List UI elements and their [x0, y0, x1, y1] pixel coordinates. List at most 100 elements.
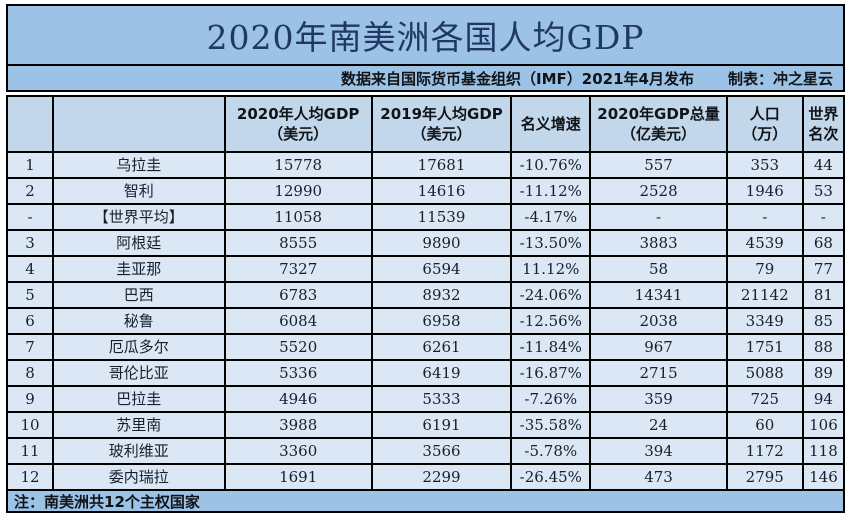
cell-world_rank: 146 — [801, 463, 846, 491]
cell-gdp_per_capita_2020: 5520 — [223, 333, 373, 361]
cell-world_rank: 118 — [801, 437, 846, 465]
cell-rank: 9 — [5, 385, 55, 413]
cell-rank: 4 — [5, 255, 55, 283]
gdp-table-wrap: 2020年人均GDP （美元） 2019年人均GDP （美元） 名义增速 2020年G… — [5, 95, 846, 491]
cell-gdp_per_capita_2019: 8932 — [370, 281, 513, 309]
cell-gdp_total_2020: 473 — [589, 463, 728, 491]
cell-nominal_growth: -11.84% — [510, 333, 592, 361]
table-row: 9 巴拉圭 4946 5333 -7.26% 359 725 94 — [5, 385, 846, 413]
cell-nominal_growth: -11.12% — [510, 177, 592, 205]
cell-nominal_growth: -4.17% — [510, 203, 592, 231]
table-row: 7 厄瓜多尔 5520 6261 -11.84% 967 1751 88 — [5, 333, 846, 361]
cell-population_10k: 2795 — [725, 463, 804, 491]
cell-gdp_total_2020: 14341 — [589, 281, 728, 309]
credit-text: 制表：冲之星云 — [727, 69, 833, 88]
cell-country: 苏里南 — [52, 411, 226, 439]
cell-gdp_per_capita_2020: 15778 — [223, 151, 373, 179]
cell-gdp_per_capita_2019: 14616 — [370, 177, 513, 205]
cell-gdp_per_capita_2019: 6958 — [370, 307, 513, 335]
cell-gdp_per_capita_2019: 2299 — [370, 463, 513, 491]
col-header-nominal_growth: 名义增速 — [510, 95, 592, 153]
cell-nominal_growth: -16.87% — [510, 359, 592, 387]
cell-gdp_total_2020: 58 — [589, 255, 728, 283]
cell-gdp_total_2020: 2038 — [589, 307, 728, 335]
cell-gdp_per_capita_2020: 3360 — [223, 437, 373, 465]
cell-gdp_total_2020: 2715 — [589, 359, 728, 387]
footer-note-text: 注：南美洲共12个主权国家 — [14, 492, 200, 511]
cell-country: 巴西 — [52, 281, 226, 309]
cell-country: 哥伦比亚 — [52, 359, 226, 387]
cell-population_10k: 60 — [725, 411, 804, 439]
footer-note-banner: 注：南美洲共12个主权国家 — [6, 489, 845, 513]
cell-world_rank: 89 — [801, 359, 846, 387]
cell-world_rank: 106 — [801, 411, 846, 439]
table-header-row: 2020年人均GDP （美元） 2019年人均GDP （美元） 名义增速 2020年G… — [5, 95, 846, 153]
cell-population_10k: 1946 — [725, 177, 804, 205]
col-header-rank — [5, 95, 55, 153]
cell-gdp_per_capita_2019: 6261 — [370, 333, 513, 361]
cell-nominal_growth: 11.12% — [510, 255, 592, 283]
col-header-gdp_per_capita_2020: 2020年人均GDP （美元） — [223, 95, 373, 153]
gdp-table: 2020年人均GDP （美元） 2019年人均GDP （美元） 名义增速 2020年G… — [5, 95, 846, 491]
cell-gdp_total_2020: 557 — [589, 151, 728, 179]
col-header-gdp_per_capita_2019: 2019年人均GDP （美元） — [370, 95, 513, 153]
cell-nominal_growth: -13.50% — [510, 229, 592, 257]
cell-gdp_total_2020: 24 — [589, 411, 728, 439]
cell-gdp_per_capita_2019: 9890 — [370, 229, 513, 257]
cell-gdp_per_capita_2020: 6783 — [223, 281, 373, 309]
cell-population_10k: 21142 — [725, 281, 804, 309]
cell-world_rank: 85 — [801, 307, 846, 335]
cell-rank: 2 — [5, 177, 55, 205]
cell-gdp_per_capita_2019: 6419 — [370, 359, 513, 387]
cell-gdp_total_2020: 3883 — [589, 229, 728, 257]
subtitle-banner: 数据来自国际货币基金组织（IMF）2021年4月发布 制表：冲之星云 — [6, 64, 845, 92]
col-header-world_rank: 世界 名次 — [801, 95, 846, 153]
cell-gdp_per_capita_2019: 6191 — [370, 411, 513, 439]
cell-gdp_per_capita_2020: 8555 — [223, 229, 373, 257]
title-banner: 2020年南美洲各国人均GDP — [6, 4, 845, 66]
cell-rank: 10 — [5, 411, 55, 439]
cell-gdp_total_2020: 394 — [589, 437, 728, 465]
cell-gdp_per_capita_2020: 1691 — [223, 463, 373, 491]
cell-gdp_per_capita_2019: 5333 — [370, 385, 513, 413]
cell-rank: 11 — [5, 437, 55, 465]
cell-gdp_per_capita_2020: 6084 — [223, 307, 373, 335]
cell-country: 秘鲁 — [52, 307, 226, 335]
cell-rank: 12 — [5, 463, 55, 491]
cell-rank: 5 — [5, 281, 55, 309]
cell-population_10k: 1172 — [725, 437, 804, 465]
cell-gdp_per_capita_2020: 4946 — [223, 385, 373, 413]
cell-nominal_growth: -26.45% — [510, 463, 592, 491]
cell-gdp_total_2020: 2528 — [589, 177, 728, 205]
cell-country: 圭亚那 — [52, 255, 226, 283]
cell-gdp_per_capita_2020: 11058 — [223, 203, 373, 231]
cell-world_rank: 94 — [801, 385, 846, 413]
cell-world_rank: 68 — [801, 229, 846, 257]
cell-country: 巴拉圭 — [52, 385, 226, 413]
cell-rank: 1 — [5, 151, 55, 179]
cell-country: 乌拉圭 — [52, 151, 226, 179]
cell-country: 委内瑞拉 — [52, 463, 226, 491]
cell-population_10k: 3349 — [725, 307, 804, 335]
table-row: 6 秘鲁 6084 6958 -12.56% 2038 3349 85 — [5, 307, 846, 335]
cell-gdp_per_capita_2019: 11539 — [370, 203, 513, 231]
cell-gdp_per_capita_2019: 6594 — [370, 255, 513, 283]
cell-nominal_growth: -7.26% — [510, 385, 592, 413]
cell-gdp_total_2020: - — [589, 203, 728, 231]
cell-population_10k: 4539 — [725, 229, 804, 257]
data-source-text: 数据来自国际货币基金组织（IMF）2021年4月发布 — [341, 69, 694, 88]
cell-population_10k: 79 — [725, 255, 804, 283]
cell-rank: 7 — [5, 333, 55, 361]
cell-population_10k: 725 — [725, 385, 804, 413]
cell-nominal_growth: -35.58% — [510, 411, 592, 439]
cell-gdp_per_capita_2019: 17681 — [370, 151, 513, 179]
cell-population_10k: 5088 — [725, 359, 804, 387]
cell-world_rank: 53 — [801, 177, 846, 205]
cell-gdp_per_capita_2019: 3566 — [370, 437, 513, 465]
cell-gdp_per_capita_2020: 12990 — [223, 177, 373, 205]
table-row: 4 圭亚那 7327 6594 11.12% 58 79 77 — [5, 255, 846, 283]
cell-country: 【世界平均】 — [52, 203, 226, 231]
cell-nominal_growth: -5.78% — [510, 437, 592, 465]
cell-world_rank: 77 — [801, 255, 846, 283]
